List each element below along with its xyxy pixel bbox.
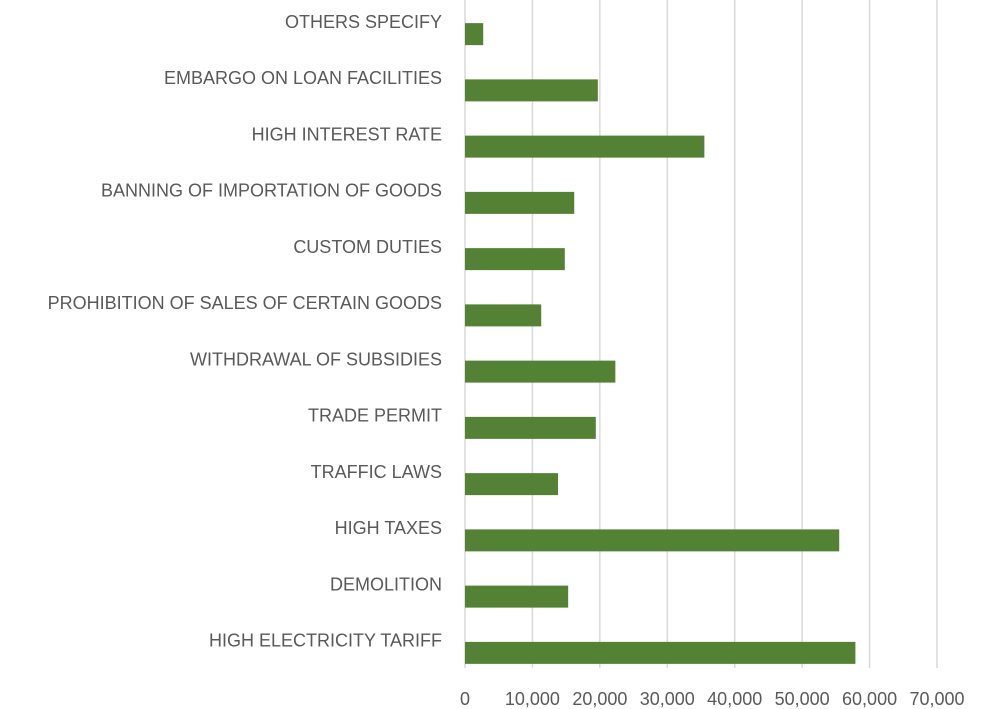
bar [465,416,596,439]
y-tick-label: HIGH INTEREST RATE [252,124,442,144]
x-tick-label: 60,000 [842,689,897,709]
bar [465,135,705,158]
bar [465,529,840,552]
y-tick-label: OTHERS SPECIFY [285,12,442,32]
x-tick-label: 0 [460,689,470,709]
bar [465,304,542,327]
y-tick-label: TRADE PERMIT [308,406,442,426]
bar [465,585,569,608]
x-tick-label: 30,000 [640,689,695,709]
x-tick-label: 10,000 [505,689,560,709]
bar [465,473,559,496]
y-tick-label: EMBARGO ON LOAN FACILITIES [164,68,442,88]
bar [465,79,598,102]
y-tick-label: TRAFFIC LAWS [311,462,442,482]
y-tick-label: WITHDRAWAL OF SUBSIDIES [190,349,442,369]
y-tick-label: BANNING OF IMPORTATION OF GOODS [101,181,442,201]
y-tick-label: HIGH TAXES [335,518,442,538]
bar [465,23,484,46]
bar [465,360,616,383]
bar [465,191,575,214]
bar [465,641,856,664]
y-tick-label: CUSTOM DUTIES [293,237,442,257]
x-tick-label: 20,000 [572,689,627,709]
y-tick-label: HIGH ELECTRICITY TARIFF [209,631,442,651]
bar [465,248,565,271]
x-tick-label: 40,000 [707,689,762,709]
x-tick-label: 50,000 [775,689,830,709]
y-tick-label: DEMOLITION [330,574,442,594]
y-tick-label: PROHIBITION OF SALES OF CERTAIN GOODS [48,293,442,313]
x-tick-label: 70,000 [909,689,964,709]
